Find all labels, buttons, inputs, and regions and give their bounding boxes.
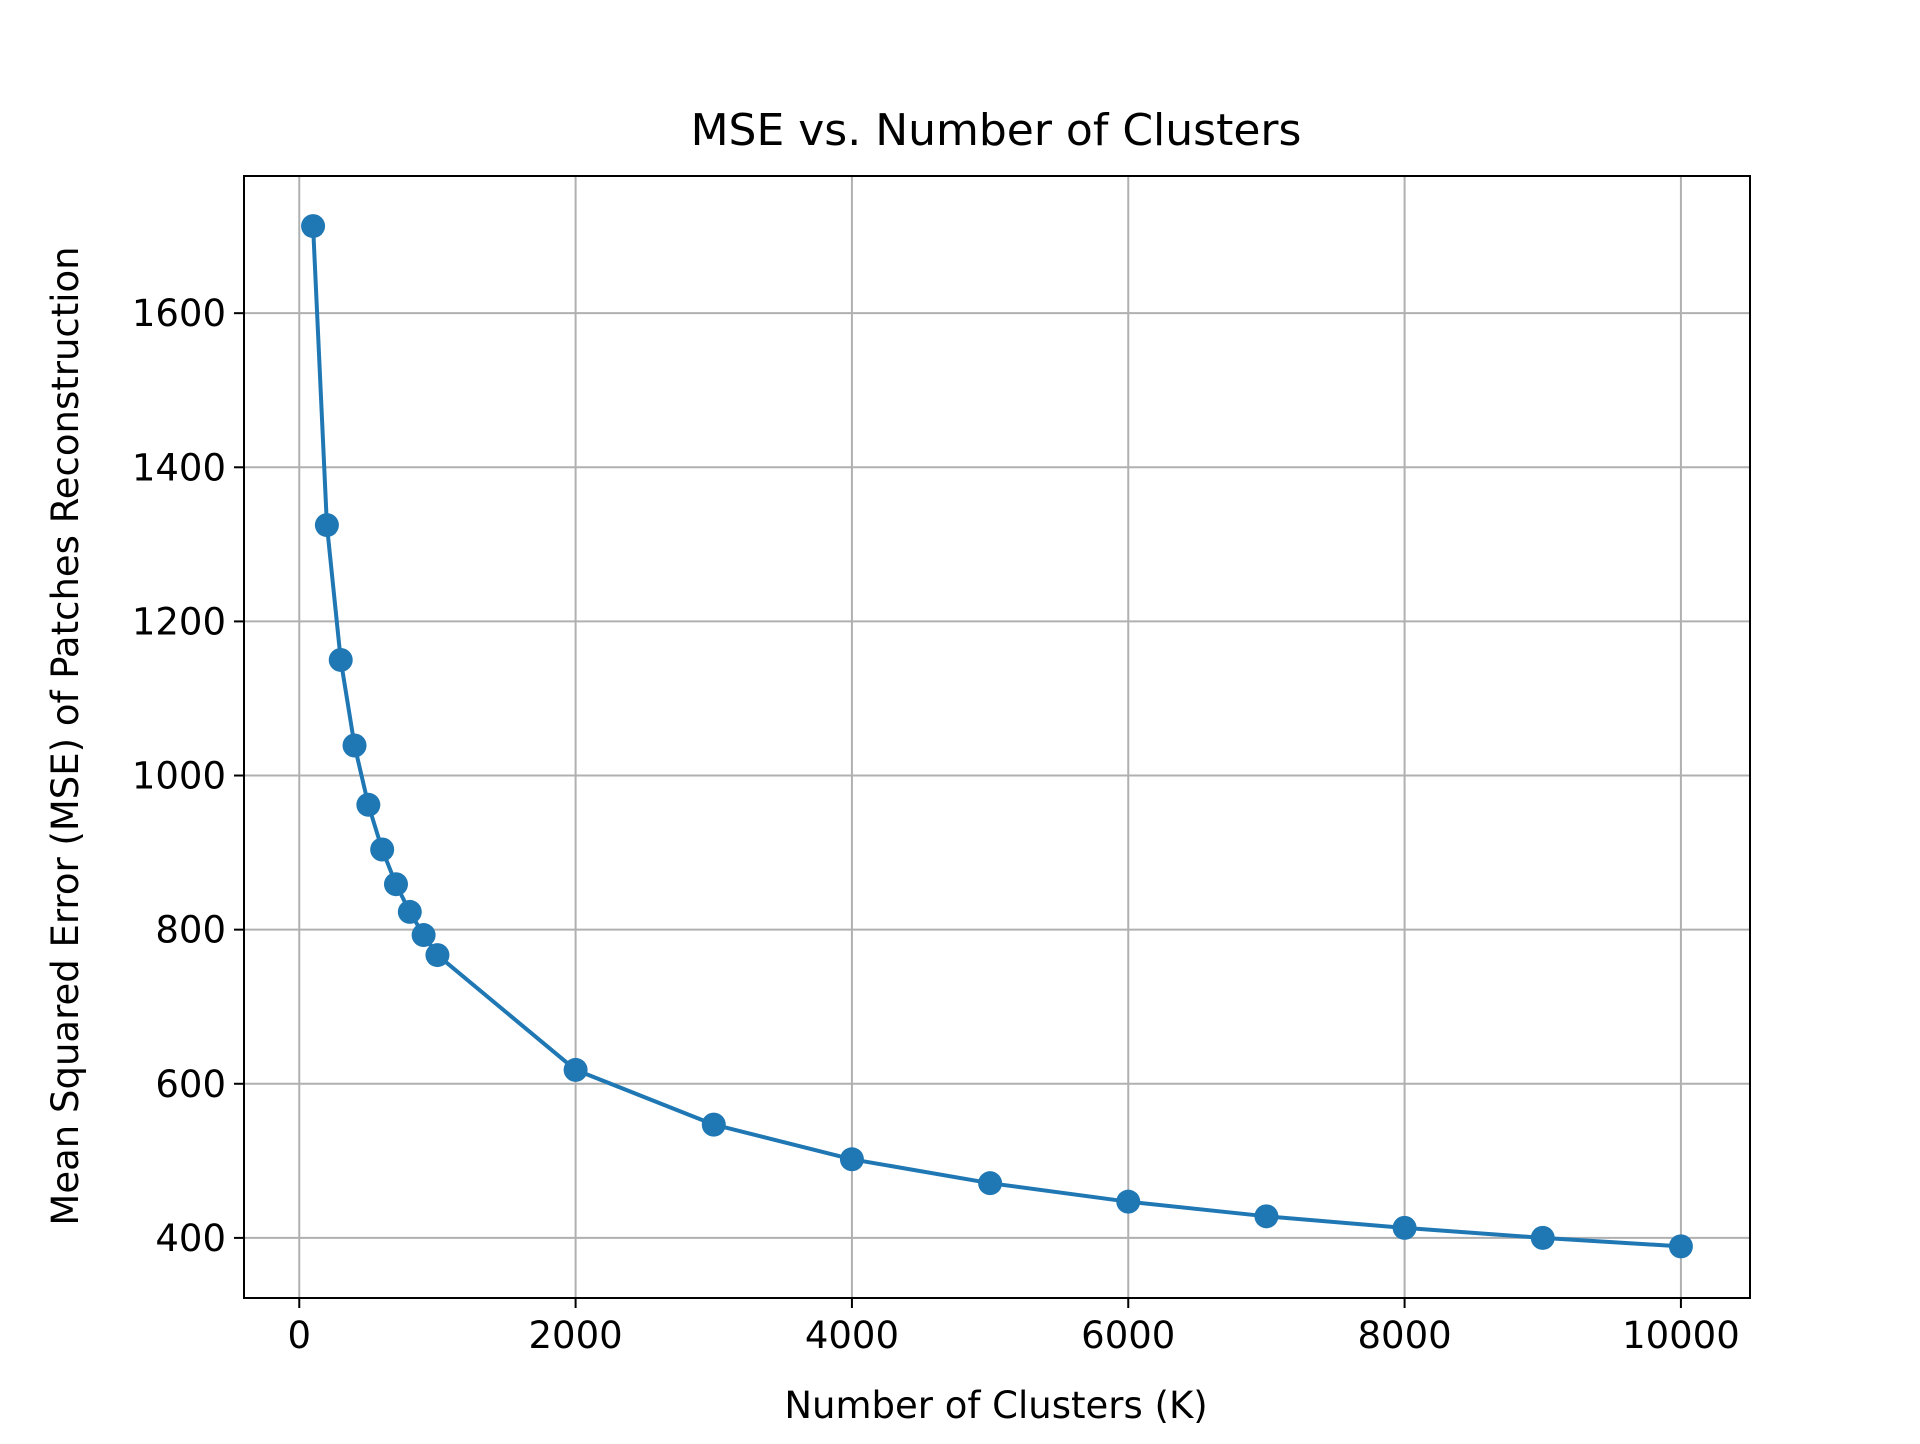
grid [244, 176, 1750, 1298]
y-tick-label: 1200 [132, 600, 226, 643]
data-point [563, 1057, 588, 1082]
series-layer [301, 214, 1693, 1259]
chart-title: MSE vs. Number of Clusters [691, 105, 1302, 156]
data-point [978, 1171, 1003, 1196]
data-point [1392, 1215, 1417, 1240]
data-point [397, 899, 422, 924]
data-point [1668, 1234, 1693, 1259]
y-tick-label: 400 [155, 1217, 226, 1260]
x-tick-label: 10000 [1622, 1314, 1740, 1357]
data-point [370, 837, 395, 862]
data-point [425, 943, 450, 968]
y-tick-label: 1400 [132, 446, 226, 489]
data-point [314, 513, 339, 538]
data-point [1254, 1204, 1279, 1229]
data-point [1116, 1189, 1141, 1214]
data-point [411, 923, 436, 948]
data-point [839, 1147, 864, 1172]
data-point [342, 733, 367, 758]
data-point [1530, 1225, 1555, 1250]
data-point [356, 792, 381, 817]
x-tick-label: 0 [287, 1314, 311, 1357]
y-axis-label: Mean Squared Error (MSE) of Patches Reco… [44, 246, 87, 1225]
x-tick-label: 8000 [1358, 1314, 1452, 1357]
data-point [383, 872, 408, 897]
x-axis-label: Number of Clusters (K) [784, 1384, 1207, 1427]
y-tick-label: 1000 [132, 755, 226, 798]
data-point [301, 214, 326, 239]
x-tick-label: 4000 [805, 1314, 899, 1357]
y-tick-label: 600 [155, 1063, 226, 1106]
x-tick-label: 6000 [1081, 1314, 1175, 1357]
x-tick-label: 2000 [529, 1314, 623, 1357]
y-tick-label: 1600 [132, 292, 226, 335]
data-point [328, 647, 353, 672]
y-axis-ticks: 400 600 800 1000 1200 1400 1600 [132, 292, 244, 1260]
y-tick-label: 800 [155, 909, 226, 952]
data-point [701, 1112, 726, 1137]
plot-frame [243, 175, 1751, 1299]
x-axis-ticks: 0 2000 4000 6000 8000 10000 [287, 1298, 1740, 1357]
